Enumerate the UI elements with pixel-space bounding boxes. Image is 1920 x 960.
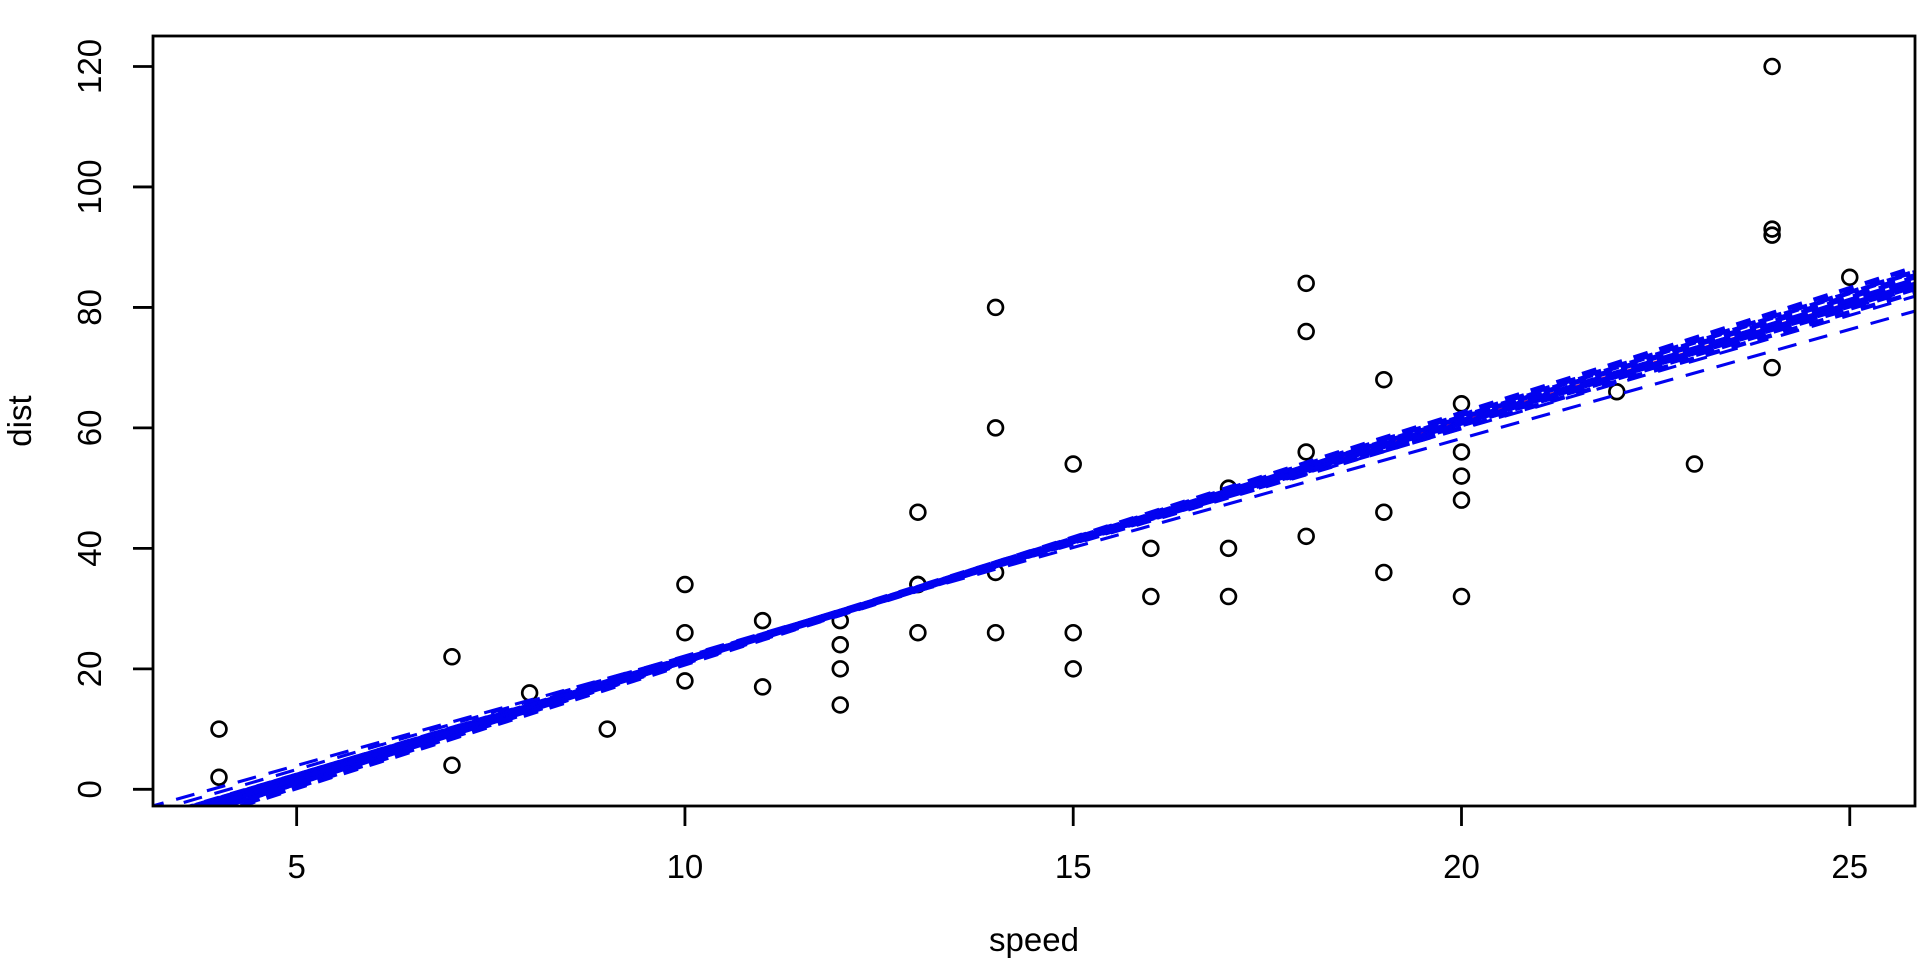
data-point — [986, 419, 1005, 437]
data-point — [676, 623, 694, 642]
y-tick-label: 60 — [71, 410, 108, 447]
data-point — [1375, 370, 1393, 389]
y-tick-label: 120 — [71, 39, 108, 94]
x-tick-label: 5 — [287, 848, 305, 885]
data-point — [831, 696, 849, 714]
data-point — [676, 575, 694, 594]
bootstrap-line — [218, 269, 1915, 806]
data-point — [1452, 443, 1471, 461]
data-point — [1219, 587, 1238, 606]
data-point — [1297, 443, 1315, 461]
bootstrap-line — [207, 281, 1915, 806]
data-point — [210, 768, 228, 787]
data-point — [676, 672, 694, 690]
data-point — [1375, 563, 1393, 582]
bootstrap-line — [232, 269, 1915, 806]
data-point — [986, 623, 1005, 642]
data-point — [1142, 539, 1160, 558]
plot-border — [151, 34, 1917, 808]
data-point — [1841, 268, 1859, 287]
data-point — [1297, 527, 1315, 546]
bootstrap-outlier-line — [166, 294, 1915, 806]
y-tick-label: 100 — [71, 159, 108, 214]
bootstrap-line — [230, 265, 1915, 806]
x-tick-label: 10 — [667, 848, 704, 885]
y-tick-label: 40 — [71, 530, 108, 567]
axes-layer: 5 10 15 20 25 0 20 40 60 80 100 120 speed dist — [1, 34, 1917, 958]
data-points-layer — [210, 57, 1859, 787]
x-tick-label: 20 — [1443, 848, 1480, 885]
data-point — [753, 678, 772, 696]
regression-lines-layer — [153, 265, 1915, 806]
y-axis-label: dist — [1, 395, 38, 446]
data-point — [1064, 455, 1082, 473]
y-tick-label: 80 — [71, 289, 108, 326]
data-point — [1452, 467, 1471, 485]
data-point — [1685, 455, 1704, 473]
data-point — [986, 298, 1005, 317]
data-point — [1763, 57, 1781, 76]
x-axis-label: speed — [989, 921, 1079, 958]
data-point — [1297, 322, 1315, 341]
data-point — [1452, 587, 1471, 606]
data-point — [1219, 539, 1238, 558]
data-point — [598, 720, 617, 738]
data-point — [1763, 226, 1781, 244]
data-point — [1763, 358, 1781, 377]
data-point — [1064, 623, 1082, 642]
data-point — [1297, 274, 1315, 293]
data-point — [909, 623, 927, 642]
data-point — [1452, 491, 1471, 509]
x-tick-label: 15 — [1055, 848, 1092, 885]
data-point — [753, 611, 772, 630]
y-tick-label: 20 — [71, 650, 108, 687]
data-point — [443, 648, 461, 666]
data-point — [1142, 587, 1160, 606]
data-point — [1763, 220, 1781, 238]
data-point — [520, 684, 539, 702]
bootstrap-outlier-line — [153, 309, 1915, 806]
data-point — [831, 635, 849, 654]
data-point — [1375, 503, 1393, 521]
data-point — [1064, 660, 1082, 678]
x-tick-label: 25 — [1831, 848, 1868, 885]
y-tick-label: 0 — [71, 780, 108, 798]
bootstrap-line — [219, 277, 1915, 806]
data-point — [909, 503, 927, 521]
data-point — [831, 660, 849, 678]
data-point — [210, 720, 228, 738]
data-point — [443, 756, 461, 774]
